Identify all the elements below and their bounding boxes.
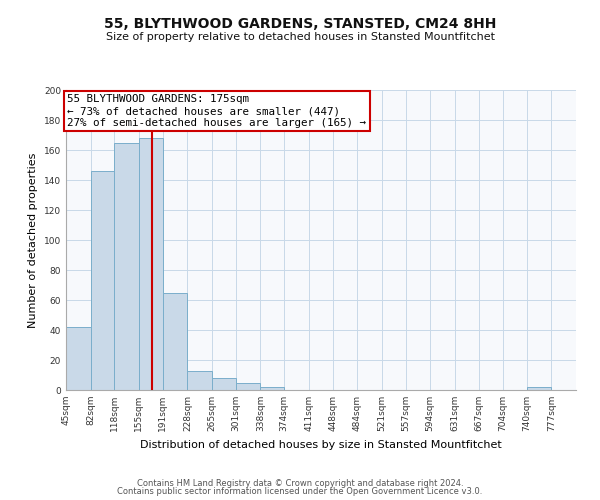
Bar (260, 387, 284, 390)
Bar (115, 142, 139, 390)
Bar (91, 171, 115, 390)
Bar (187, 370, 212, 390)
Text: Contains HM Land Registry data © Crown copyright and database right 2024.: Contains HM Land Registry data © Crown c… (137, 478, 463, 488)
Text: Contains public sector information licensed under the Open Government Licence v3: Contains public sector information licen… (118, 487, 482, 496)
Bar (236, 382, 260, 390)
Y-axis label: Number of detached properties: Number of detached properties (28, 152, 38, 328)
X-axis label: Distribution of detached houses by size in Stansted Mountfitchet: Distribution of detached houses by size … (140, 440, 502, 450)
Text: Size of property relative to detached houses in Stansted Mountfitchet: Size of property relative to detached ho… (106, 32, 494, 42)
Bar (527, 387, 551, 390)
Bar (139, 138, 163, 390)
Bar (163, 292, 187, 390)
Text: 55 BLYTHWOOD GARDENS: 175sqm
← 73% of detached houses are smaller (447)
27% of s: 55 BLYTHWOOD GARDENS: 175sqm ← 73% of de… (67, 94, 367, 128)
Bar (66, 327, 91, 390)
Bar (212, 378, 236, 390)
Text: 55, BLYTHWOOD GARDENS, STANSTED, CM24 8HH: 55, BLYTHWOOD GARDENS, STANSTED, CM24 8H… (104, 18, 496, 32)
